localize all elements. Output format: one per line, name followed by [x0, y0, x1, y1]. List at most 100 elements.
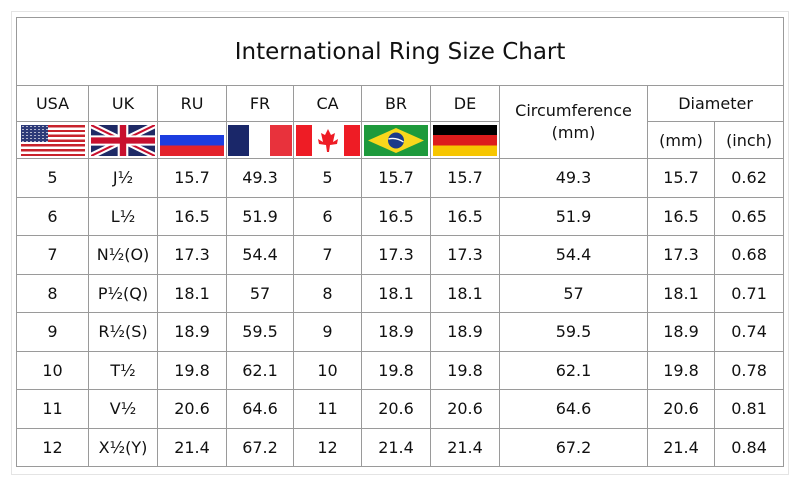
header-fr: FR	[226, 85, 294, 122]
cell-usa: 7	[16, 235, 89, 275]
cell-usa: 12	[16, 427, 89, 467]
cell-diameter-mm: 18.1	[647, 273, 715, 313]
cell-de: 15.7	[430, 158, 500, 198]
cell-circumference-mm: 67.2	[499, 427, 648, 467]
cell-usa: 9	[16, 312, 89, 352]
germany-flag-icon	[433, 124, 497, 156]
table-row: 10 T½ 19.8 62.1 10 19.8 19.8 62.1 19.8 0.78	[16, 350, 785, 390]
cell-diameter-mm: 18.9	[647, 312, 715, 352]
cell-ca: 6	[293, 196, 362, 236]
cell-de: 19.8	[430, 350, 500, 390]
cell-diameter-inch: 0.68	[713, 235, 785, 275]
cell-uk: T½	[88, 350, 158, 390]
us-flag-cell	[16, 121, 89, 159]
cell-de: 21.4	[430, 427, 500, 467]
cell-br: 21.4	[361, 427, 431, 467]
header-diameter: Diameter	[646, 85, 785, 122]
cell-de: 18.9	[430, 312, 500, 352]
cell-br: 20.6	[361, 389, 431, 429]
cell-diameter-mm: 17.3	[647, 235, 715, 275]
cell-br: 18.9	[361, 312, 431, 352]
uk-flag-icon	[91, 124, 155, 156]
cell-ru: 18.1	[157, 273, 227, 313]
france-flag-icon	[228, 124, 292, 156]
table-row: 11 V½ 20.6 64.6 11 20.6 20.6 64.6 20.6 0.81	[16, 389, 785, 429]
cell-fr: 64.6	[226, 389, 294, 429]
cell-uk: R½(S)	[88, 312, 158, 352]
cell-br: 15.7	[361, 158, 431, 198]
cell-circumference-mm: 64.6	[499, 389, 648, 429]
cell-de: 16.5	[430, 196, 500, 236]
chart-title: International Ring Size Chart	[15, 17, 785, 86]
chart-frame	[11, 11, 789, 475]
cell-usa: 8	[16, 273, 89, 313]
cell-usa: 10	[16, 350, 89, 390]
fr-flag-cell	[226, 121, 294, 159]
canada-flag-icon	[295, 124, 360, 156]
cell-diameter-mm: 19.8	[647, 350, 715, 390]
cell-ca: 5	[293, 158, 362, 198]
header-circumference: Circumference (mm)	[499, 85, 648, 159]
cell-ca: 7	[293, 235, 362, 275]
de-flag-cell	[430, 121, 500, 159]
header-uk: UK	[88, 85, 158, 122]
circumference-unit: (mm)	[551, 123, 596, 142]
ru-flag-cell	[157, 121, 227, 159]
uk-flag-cell	[88, 121, 158, 159]
cell-uk: P½(Q)	[88, 273, 158, 313]
ring-size-table: International Ring Size Chart USA UK RU …	[15, 17, 785, 467]
cell-uk: L½	[88, 196, 158, 236]
us-flag-icon	[20, 124, 85, 156]
cell-fr: 51.9	[226, 196, 294, 236]
cell-diameter-inch: 0.71	[713, 273, 785, 313]
cell-ru: 15.7	[157, 158, 227, 198]
cell-diameter-inch: 0.65	[713, 196, 785, 236]
cell-fr: 67.2	[226, 427, 294, 467]
cell-ru: 20.6	[157, 389, 227, 429]
cell-circumference-mm: 49.3	[499, 158, 648, 198]
cell-ru: 21.4	[157, 427, 227, 467]
br-flag-cell	[361, 121, 431, 159]
cell-uk: J½	[88, 158, 158, 198]
cell-diameter-mm: 20.6	[647, 389, 715, 429]
cell-ru: 19.8	[157, 350, 227, 390]
cell-de: 17.3	[430, 235, 500, 275]
header-ca: CA	[293, 85, 362, 122]
cell-circumference-mm: 57	[499, 273, 648, 313]
cell-br: 16.5	[361, 196, 431, 236]
cell-ca: 8	[293, 273, 362, 313]
cell-diameter-mm: 15.7	[647, 158, 715, 198]
cell-diameter-inch: 0.81	[713, 389, 785, 429]
table-row: 9 R½(S) 18.9 59.5 9 18.9 18.9 59.5 18.9 0.74	[16, 312, 785, 352]
table-row: 8 P½(Q) 18.1 57 8 18.1 18.1 57 18.1 0.71	[16, 273, 785, 313]
cell-circumference-mm: 62.1	[499, 350, 648, 390]
table-row: 12 X½(Y) 21.4 67.2 12 21.4 21.4 67.2 21.4 0.84	[16, 427, 785, 467]
cell-usa: 6	[16, 196, 89, 236]
cell-ru: 18.9	[157, 312, 227, 352]
cell-diameter-mm: 16.5	[647, 196, 715, 236]
ca-flag-cell	[293, 121, 362, 159]
cell-ru: 16.5	[157, 196, 227, 236]
cell-diameter-inch: 0.78	[713, 350, 785, 390]
cell-circumference-mm: 54.4	[499, 235, 648, 275]
cell-br: 19.8	[361, 350, 431, 390]
cell-diameter-inch: 0.74	[713, 312, 785, 352]
cell-de: 20.6	[430, 389, 500, 429]
cell-uk: V½	[88, 389, 158, 429]
cell-ca: 12	[293, 427, 362, 467]
cell-fr: 49.3	[226, 158, 294, 198]
cell-diameter-inch: 0.62	[713, 158, 785, 198]
cell-fr: 54.4	[226, 235, 294, 275]
header-de: DE	[430, 85, 500, 122]
cell-ru: 17.3	[157, 235, 227, 275]
cell-ca: 10	[293, 350, 362, 390]
table-row: 5 J½ 15.7 49.3 5 15.7 15.7 49.3 15.7 0.62	[16, 158, 785, 198]
table-row: 6 L½ 16.5 51.9 6 16.5 16.5 51.9 16.5 0.65	[16, 196, 785, 236]
cell-usa: 5	[16, 158, 89, 198]
cell-ca: 9	[293, 312, 362, 352]
cell-diameter-mm: 21.4	[647, 427, 715, 467]
header-ru: RU	[157, 85, 227, 122]
brazil-flag-icon	[364, 124, 428, 156]
cell-uk: X½(Y)	[88, 427, 158, 467]
cell-fr: 59.5	[226, 312, 294, 352]
